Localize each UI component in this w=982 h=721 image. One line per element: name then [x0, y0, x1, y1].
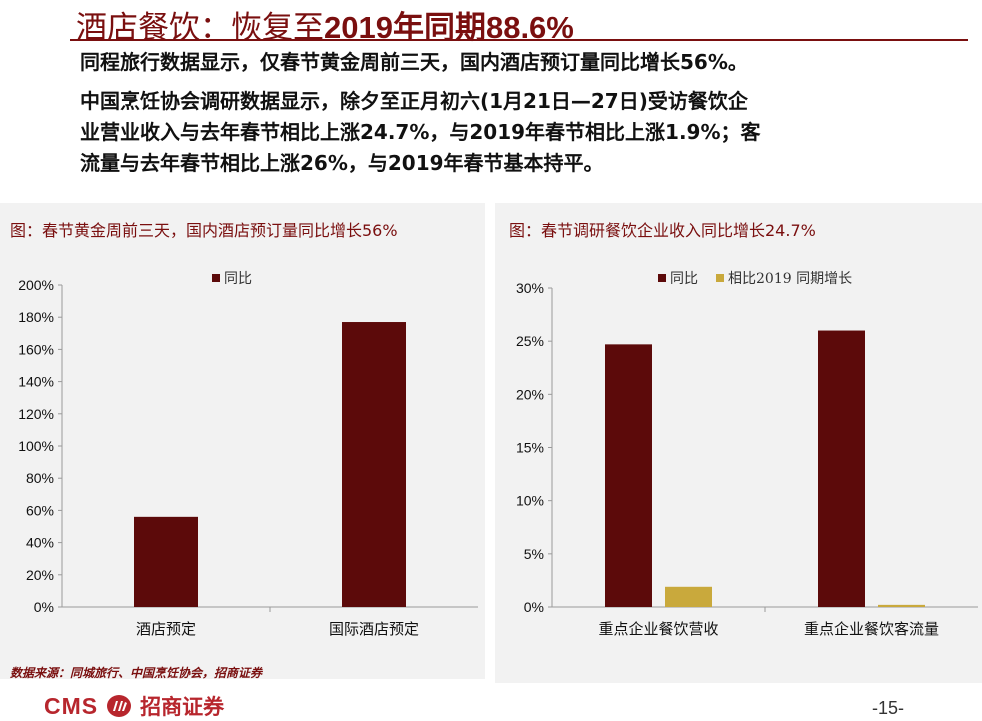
- y-tick-label: 0%: [524, 599, 544, 615]
- legend-swatch: [658, 274, 666, 282]
- chart-title: 图：春节黄金周前三天，国内酒店预订量同比增长56%: [10, 221, 398, 240]
- y-tick-label: 80%: [26, 470, 54, 486]
- legend-label: 相比2019 同期增长: [728, 271, 852, 287]
- y-tick-label: 100%: [18, 438, 54, 454]
- chart-panel-hotel-bookings: 图：春节黄金周前三天，国内酒店预订量同比增长56% 0% 20% 40% 60% 80%…: [0, 203, 485, 679]
- y-tick-label: 15%: [516, 440, 544, 456]
- paragraph-line: 业营业收入与去年春节相比上涨24.7%，与2019年春节相比上涨1.9%；客: [80, 120, 761, 144]
- paragraph-catering-survey: 中国烹饪协会调研数据显示，除夕至正月初六(1月21日—27日)受访餐饮企 业营业…: [80, 86, 940, 179]
- chart-title: 图：春节调研餐饮企业收入同比增长24.7%: [509, 221, 816, 240]
- chart-hotel-bookings: 0% 20% 40% 60% 80% 100% 120% 140% 160% 180% 200% 酒店…: [18, 271, 478, 638]
- paragraph-hotel-bookings: 同程旅行数据显示，仅春节黄金周前三天，国内酒店预订量同比增长56%。: [80, 47, 940, 78]
- chart-catering-revenue: 0% 5% 10% 15% 20% 25% 30% 重点企业餐饮营收 重点企业餐饮客流量 同比 相比…: [516, 271, 978, 638]
- legend-swatch: [212, 274, 220, 282]
- y-tick-label: 10%: [516, 493, 544, 509]
- title-divider: [70, 39, 968, 41]
- y-tick-label: 20%: [516, 386, 544, 402]
- x-tick-label: 重点企业餐饮客流量: [804, 620, 939, 638]
- y-tick-label: 60%: [26, 502, 54, 518]
- y-tick-label: 0%: [34, 599, 54, 615]
- footer-band: [0, 683, 982, 721]
- paragraph-line: 同程旅行数据显示，仅春节黄金周前三天，国内酒店预订量同比增长56%。: [80, 50, 748, 74]
- y-tick-label: 200%: [18, 277, 54, 293]
- y-tick-label: 5%: [524, 546, 544, 562]
- bar: [134, 516, 198, 607]
- y-tick-label: 140%: [18, 374, 54, 390]
- y-tick-label: 160%: [18, 341, 54, 357]
- y-tick-label: 20%: [26, 567, 54, 583]
- legend-label: 同比: [670, 271, 698, 287]
- bar: [818, 330, 865, 607]
- bar: [665, 586, 712, 607]
- paragraph-line: 中国烹饪协会调研数据显示，除夕至正月初六(1月21日—27日)受访餐饮企: [80, 89, 748, 113]
- x-tick-label: 重点企业餐饮营收: [598, 620, 718, 638]
- logo-text: CMS: [44, 692, 99, 719]
- company-logo: CMS 招商证券: [44, 692, 224, 720]
- y-tick-label: 120%: [18, 406, 54, 422]
- x-tick-label: 国际酒店预定: [329, 620, 419, 638]
- chart-panel-catering-revenue: 图：春节调研餐饮企业收入同比增长24.7% 0% 5% 10% 15% 20% 25% 30…: [495, 203, 982, 683]
- y-tick-label: 40%: [26, 535, 54, 551]
- bar: [878, 604, 925, 607]
- paragraph-line: 流量与去年春节相比上涨26%，与2019年春节基本持平。: [80, 151, 604, 175]
- x-tick-label: 酒店预定: [136, 620, 196, 638]
- y-tick-label: 30%: [516, 280, 544, 296]
- logo-cn-text: 招商证券: [140, 694, 225, 719]
- y-tick-label: 25%: [516, 333, 544, 349]
- bar: [605, 344, 652, 607]
- logo-mark-icon: [107, 695, 132, 717]
- legend-swatch: [716, 274, 724, 282]
- source-note: 数据来源：同城旅行、中国烹饪协会，招商证券: [10, 666, 263, 680]
- bar: [342, 322, 406, 607]
- legend-label: 同比: [224, 271, 252, 287]
- page-number: -15-: [872, 698, 905, 718]
- y-tick-label: 180%: [18, 309, 54, 325]
